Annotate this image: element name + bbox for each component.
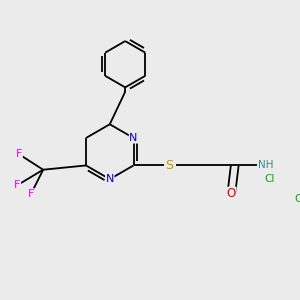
Text: N: N (129, 133, 138, 143)
Text: N: N (106, 174, 114, 184)
Text: F: F (16, 149, 22, 159)
Text: Cl: Cl (295, 194, 300, 204)
Text: O: O (227, 187, 236, 200)
Text: S: S (166, 159, 174, 172)
Text: F: F (14, 180, 21, 190)
Text: Cl: Cl (264, 174, 275, 184)
Text: NH: NH (258, 160, 273, 170)
Text: F: F (28, 189, 34, 199)
